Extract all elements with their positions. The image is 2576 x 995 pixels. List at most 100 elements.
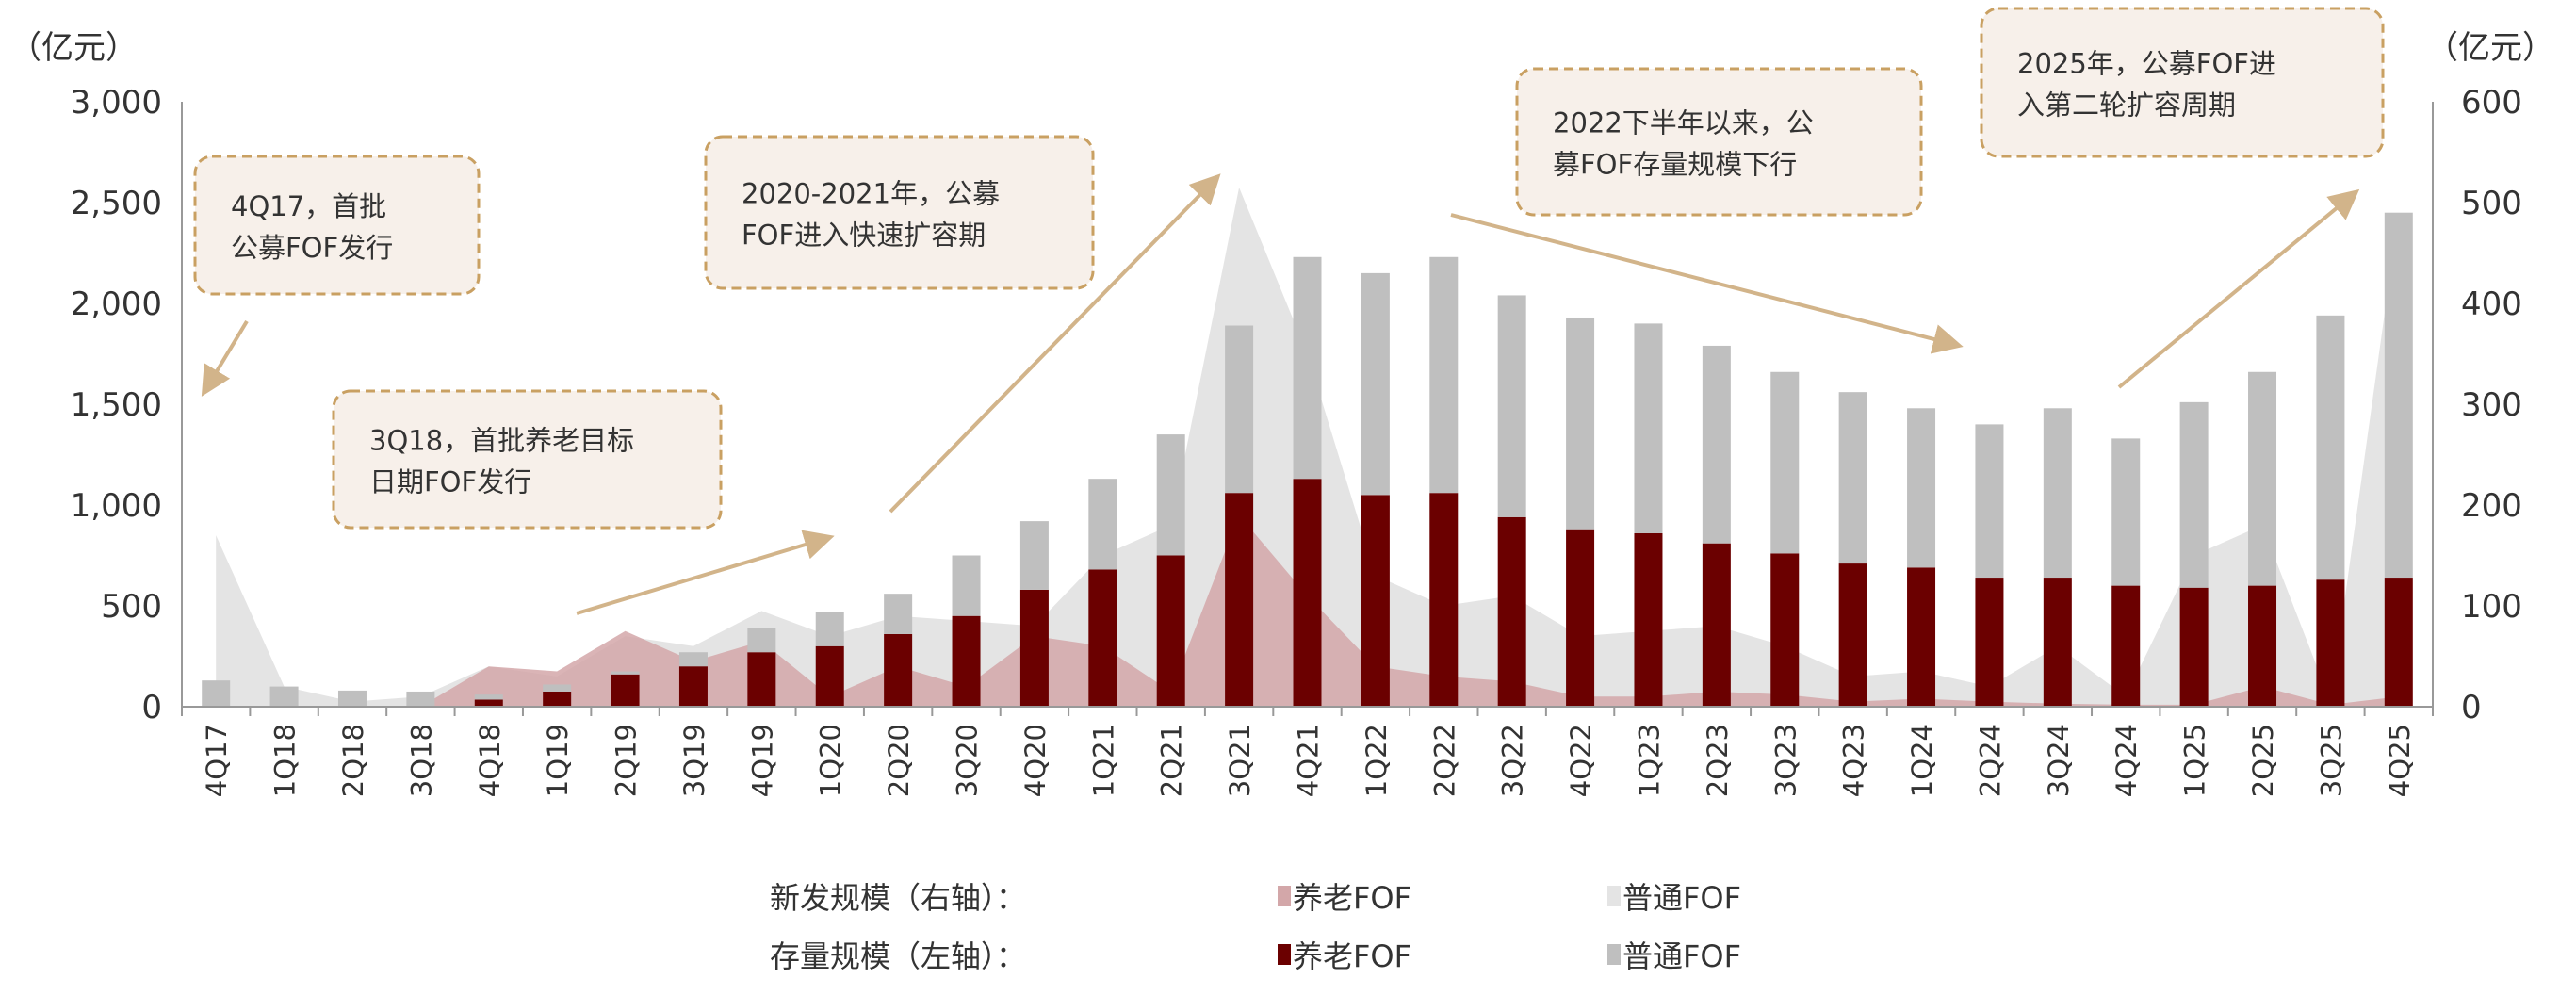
bar-stock-pension-fof	[2384, 578, 2413, 707]
bar-stock-normal-fof	[2384, 212, 2413, 579]
legend-swatch	[1278, 886, 1291, 906]
x-tick-label: 4Q18	[474, 724, 506, 797]
bar-stock-pension-fof	[2043, 578, 2072, 707]
bar-stock-pension-fof	[543, 691, 572, 707]
bar-stock-pension-fof	[1156, 555, 1185, 707]
bar-stock-pension-fof	[2111, 585, 2141, 707]
x-tick-label: 4Q24	[2111, 724, 2143, 797]
right-tick-label: 300	[2461, 386, 2522, 424]
bar-stock-normal-fof	[269, 686, 299, 707]
stock-bars	[202, 212, 2413, 707]
bar-stock-normal-fof	[202, 680, 231, 707]
legend-row-label: 新发规模（右轴）：	[770, 880, 1026, 916]
bar-stock-pension-fof	[1225, 493, 1254, 707]
annotation-arrow	[2117, 188, 2360, 389]
bar-stock-pension-fof	[1907, 567, 1936, 707]
bar-stock-normal-fof	[1088, 479, 1117, 570]
annotation-arrow	[889, 173, 1221, 514]
bar-stock-normal-fof	[1361, 272, 1390, 496]
bar-stock-normal-fof	[543, 684, 572, 692]
legend-swatch	[1607, 944, 1621, 965]
bar-stock-normal-fof	[815, 612, 844, 646]
legend-item-label: 普通FOF	[1622, 880, 1741, 916]
left-tick-label: 0	[141, 689, 162, 726]
bar-stock-normal-fof	[611, 671, 640, 675]
bar-stock-normal-fof	[1497, 295, 1526, 517]
right-tick-label: 0	[2461, 689, 2482, 726]
x-tick-label: 3Q23	[1769, 724, 1802, 797]
bar-stock-normal-fof	[1907, 408, 1936, 568]
bar-stock-pension-fof	[2179, 587, 2209, 707]
x-tick-label: 1Q19	[542, 724, 574, 797]
bar-stock-normal-fof	[1225, 325, 1254, 494]
legend-row-label: 存量规模（左轴）：	[770, 938, 1026, 974]
bar-stock-pension-fof	[2316, 579, 2345, 707]
bar-stock-pension-fof	[2248, 585, 2277, 707]
x-tick-label: 2Q25	[2247, 724, 2279, 797]
bar-stock-normal-fof	[2316, 315, 2345, 580]
bar-stock-pension-fof	[1975, 578, 2004, 707]
annotation-arrow	[201, 319, 249, 397]
annotation-box: 2020-2021年，公募 FOF进入快速扩容期	[704, 135, 1095, 290]
annotation-frame	[1980, 7, 2385, 158]
left-axis-unit: （亿元）	[9, 29, 138, 67]
bar-stock-pension-fof	[952, 615, 981, 707]
bar-stock-normal-fof	[2043, 408, 2072, 579]
legend-item-label: 养老FOF	[1293, 938, 1411, 974]
left-tick-label: 500	[101, 588, 162, 626]
x-tick-label: 2Q22	[1428, 724, 1460, 797]
bar-stock-normal-fof	[678, 652, 708, 667]
left-tick-label: 2,500	[71, 185, 162, 222]
bar-stock-normal-fof	[406, 691, 435, 707]
left-tick-label: 2,000	[71, 285, 162, 323]
x-tick-label: 3Q18	[405, 724, 437, 797]
bar-stock-normal-fof	[337, 690, 367, 707]
bar-stock-pension-fof	[1361, 495, 1390, 707]
annotation-arrow	[1450, 213, 1964, 354]
x-tick-label: 3Q20	[952, 724, 984, 797]
bar-stock-pension-fof	[884, 633, 913, 707]
x-tick-label: 1Q24	[1906, 724, 1938, 797]
x-tick-label: 1Q22	[1361, 724, 1393, 797]
annotation-frame	[704, 135, 1095, 290]
x-tick-label: 3Q24	[2043, 724, 2075, 797]
right-tick-label: 200	[2461, 487, 2522, 525]
legend: 新发规模（右轴）： 养老FOF 普通FOF 存量规模（左轴）： 养老FOF 普通FOF	[770, 880, 1741, 974]
x-tick-label: 2Q19	[611, 724, 643, 797]
x-tick-label: 4Q25	[2384, 724, 2416, 797]
left-tick-label: 1,500	[71, 386, 162, 424]
left-tick-label: 1,000	[71, 487, 162, 525]
annotation-text: 4Q17，首批	[231, 190, 386, 222]
x-tick-label: 1Q21	[1087, 724, 1119, 797]
bar-stock-normal-fof	[1634, 323, 1663, 533]
annotation-text: 募FOF存量规模下行	[1553, 149, 1797, 181]
bar-stock-normal-fof	[1293, 256, 1322, 480]
x-tick-label: 4Q23	[1838, 724, 1870, 797]
bar-stock-normal-fof	[1566, 317, 1595, 530]
x-tick-label: 1Q20	[815, 724, 847, 797]
x-tick-label: 2Q21	[1156, 724, 1188, 797]
annotation-text: 2020-2021年，公募	[742, 178, 1000, 210]
bar-stock-pension-fof	[1019, 589, 1049, 707]
x-tick-label: 2Q20	[883, 724, 915, 797]
bar-stock-pension-fof	[747, 652, 776, 707]
bar-stock-pension-fof	[611, 674, 640, 707]
bar-stock-pension-fof	[1702, 543, 1731, 707]
bar-stock-normal-fof	[1975, 424, 2004, 579]
bar-stock-normal-fof	[2179, 401, 2209, 588]
bar-stock-normal-fof	[1156, 434, 1185, 556]
x-tick-label: 3Q25	[2315, 724, 2347, 797]
right-axis-unit: （亿元）	[2426, 29, 2554, 67]
right-tick-label: 500	[2461, 185, 2522, 222]
legend-swatch	[1607, 886, 1621, 906]
bar-stock-pension-fof	[678, 666, 708, 707]
x-tick-label: 2Q23	[1702, 724, 1734, 797]
bar-stock-pension-fof	[1293, 479, 1322, 707]
x-tick-label: 4Q19	[746, 724, 778, 797]
